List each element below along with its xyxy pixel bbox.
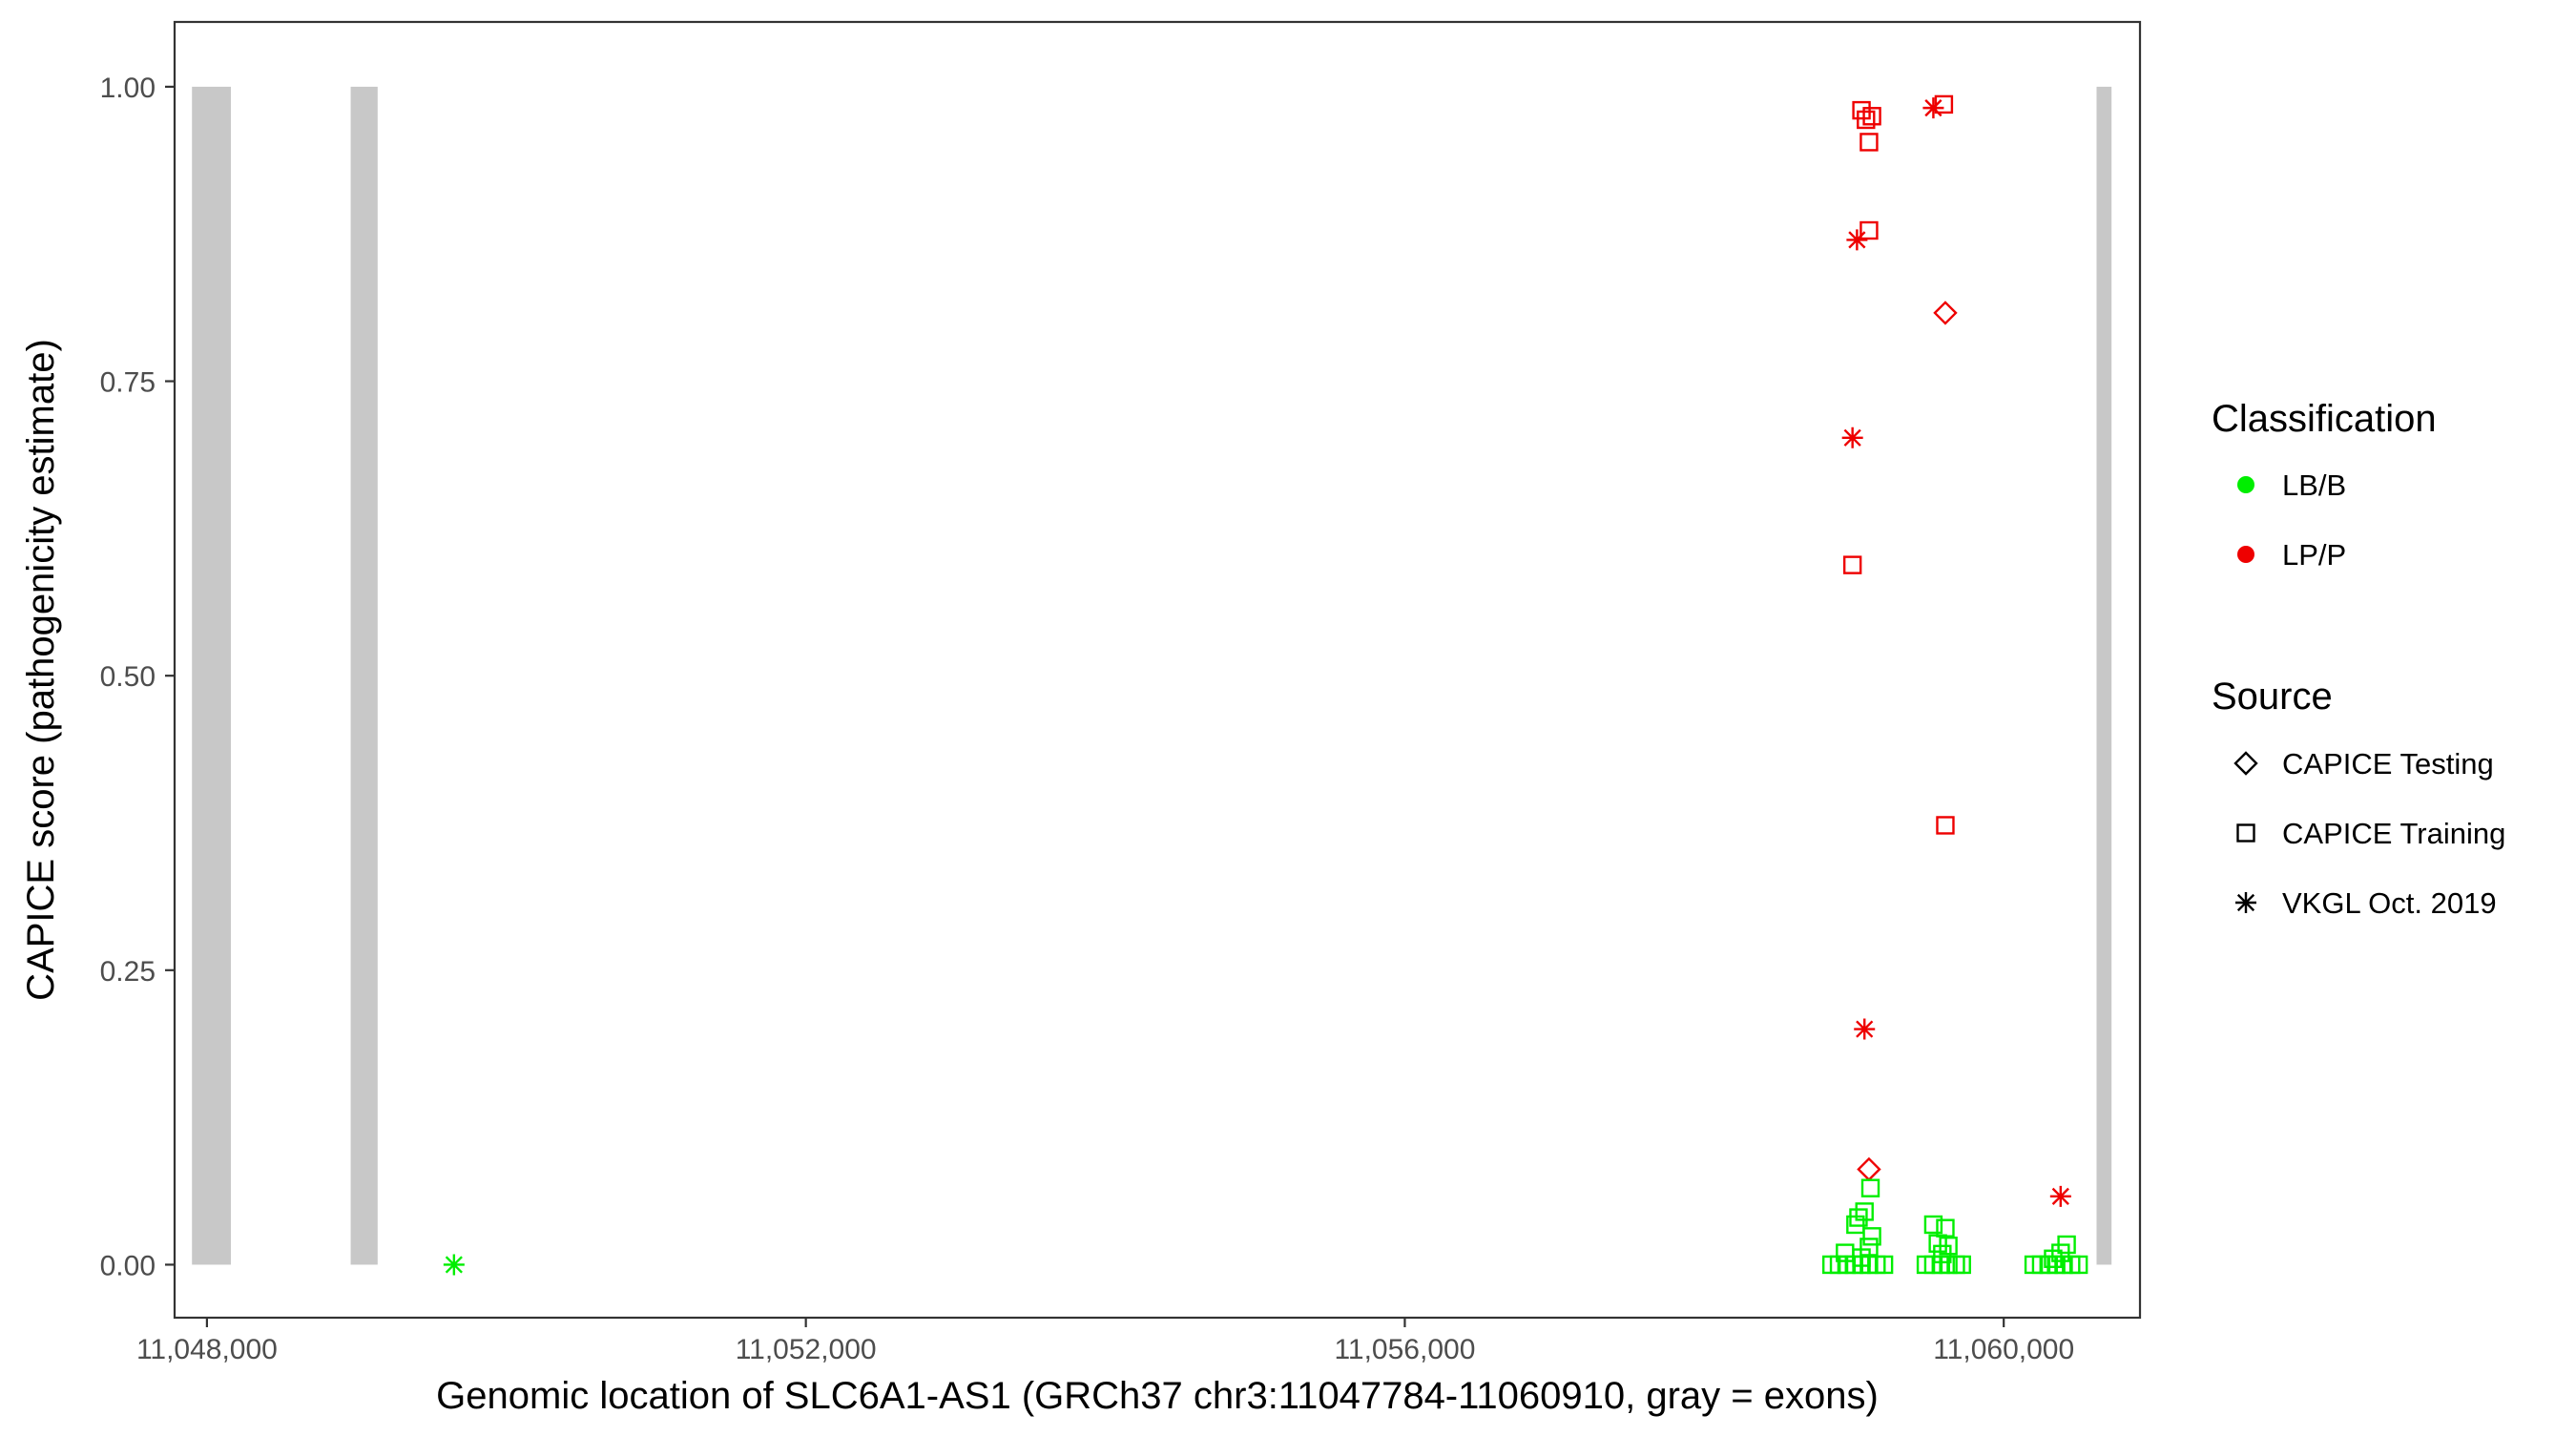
- data-point: [1860, 1178, 1880, 1197]
- data-point: [1952, 1255, 1971, 1275]
- legend-item-label: LB/B: [2282, 468, 2346, 502]
- exon-bar: [192, 86, 232, 1265]
- data-points: [443, 94, 2088, 1276]
- data-point: [2068, 1255, 2088, 1275]
- data-point: [1854, 1018, 1876, 1040]
- data-point: [1846, 1215, 1865, 1235]
- legend-item-lb-b: LB/B: [2237, 468, 2346, 502]
- data-point: [1846, 229, 1868, 251]
- legend-item-capice-training: CAPICE Training: [2236, 817, 2505, 850]
- data-point: [1933, 301, 1958, 325]
- data-point: [2044, 1249, 2063, 1268]
- x-tick-label: 11,060,000: [1933, 1334, 2074, 1365]
- legend-source-items: CAPICE Testing CAPICE Training VKGL Oct. 2…: [2233, 747, 2505, 920]
- exon-bar: [350, 86, 378, 1265]
- data-point: [1842, 555, 1862, 574]
- data-point: [1862, 1227, 1881, 1246]
- exon-bars: [192, 86, 2112, 1265]
- legend-key-diamond: [2233, 751, 2258, 776]
- data-point: [1841, 427, 1863, 448]
- legend-item-label: CAPICE Training: [2282, 817, 2505, 850]
- y-tick-label: 0.00: [100, 1250, 156, 1281]
- data-point: [1859, 220, 1879, 240]
- y-axis-title: CAPICE score (pathogenicity estimate): [20, 339, 62, 1001]
- legend-item-label: LP/P: [2282, 538, 2346, 572]
- x-tick-label: 11,056,000: [1334, 1334, 1475, 1365]
- data-point: [1922, 97, 1944, 119]
- legend-classification-title: Classification: [2212, 398, 2437, 440]
- y-tick-label: 0.50: [100, 661, 156, 693]
- legend-item-label: VKGL Oct. 2019: [2282, 886, 2497, 920]
- legend-key-dot: [2237, 546, 2254, 563]
- data-point: [1852, 100, 1871, 120]
- x-axis-title: Genomic location of SLC6A1-AS1 (GRCh37 c…: [436, 1375, 1879, 1417]
- data-point: [1936, 816, 1955, 835]
- data-point: [1859, 133, 1879, 152]
- y-tick-label: 1.00: [100, 73, 156, 104]
- plot-panel-border: [173, 20, 2142, 1320]
- x-axis: 11,048,000 11,052,000 11,056,000 11,060,000: [136, 1318, 2074, 1365]
- y-tick-label: 0.75: [100, 367, 156, 399]
- data-point: [1928, 1234, 1947, 1253]
- legend-key-square: [2236, 823, 2255, 843]
- x-tick-label: 11,048,000: [136, 1334, 278, 1365]
- y-axis: 0.00 0.25 0.50 0.75 1.00: [100, 73, 175, 1281]
- data-point: [1923, 1215, 1943, 1235]
- legend-source-title: Source: [2212, 676, 2333, 718]
- data-point: [1857, 110, 1876, 130]
- legend-item-capice-testing: CAPICE Testing: [2233, 747, 2494, 780]
- legend-item-label: CAPICE Testing: [2282, 747, 2494, 780]
- legend-classification-items: LB/B LP/P: [2237, 468, 2346, 572]
- data-point: [443, 1254, 465, 1276]
- data-point: [2049, 1185, 2071, 1207]
- y-tick-label: 0.25: [100, 956, 156, 988]
- data-point: [1874, 1255, 1894, 1275]
- x-tick-label: 11,052,000: [736, 1334, 877, 1365]
- legend: Classification LB/B LP/P Source CAPICE Te…: [2212, 398, 2505, 920]
- legend-key-asterisk: [2235, 892, 2256, 913]
- legend-item-vkgl-oct-2019: VKGL Oct. 2019: [2235, 886, 2497, 920]
- legend-key-dot: [2237, 476, 2254, 493]
- exon-bar: [2096, 86, 2112, 1265]
- data-point: [1862, 107, 1881, 126]
- legend-item-lp-p: LP/P: [2237, 538, 2346, 572]
